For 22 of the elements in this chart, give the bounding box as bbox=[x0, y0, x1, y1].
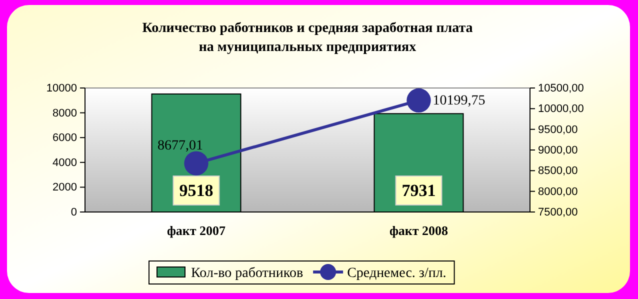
y-tick-label: 2000 bbox=[52, 182, 77, 194]
x-tick-label: факт 2008 bbox=[389, 223, 449, 238]
y2-tick-label: 7500,00 bbox=[538, 206, 578, 219]
y2-tick-label: 9000,00 bbox=[538, 144, 578, 157]
y-tick-label: 0 bbox=[70, 206, 77, 219]
y2-tick-label: 10500,00 bbox=[538, 82, 584, 95]
y-tick-label: 10000 bbox=[46, 82, 77, 95]
y2-tick-label: 8000,00 bbox=[538, 186, 578, 198]
y2-tick-label: 10000,00 bbox=[538, 103, 584, 116]
data-label: 9518 bbox=[179, 181, 214, 200]
y-tick-label: 8000 bbox=[52, 107, 77, 120]
y-tick-label: 4000 bbox=[52, 156, 77, 169]
legend-label: Среднемес. з/пл. bbox=[347, 266, 446, 281]
y-tick-label: 6000 bbox=[52, 132, 77, 144]
data-label: 8677,01 bbox=[158, 138, 203, 154]
data-label: 10199,75 bbox=[432, 93, 486, 108]
y2-tick-label: 9500,00 bbox=[538, 124, 578, 136]
y2-tick-label: 8500,00 bbox=[538, 165, 578, 178]
chart-title: Количество работников и средняя заработная плата на муниципальных предприятиях bbox=[142, 21, 473, 55]
legend-label: Кол-во работников bbox=[191, 266, 304, 281]
data-label: 7931 bbox=[402, 181, 436, 200]
x-tick-label: факт 2007 bbox=[166, 223, 226, 238]
